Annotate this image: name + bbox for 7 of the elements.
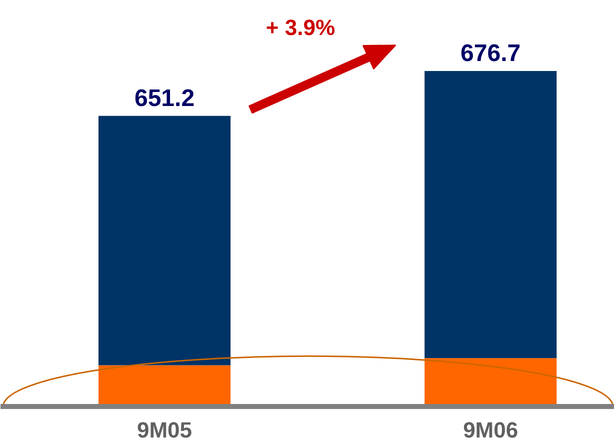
x-tick-label: 9M06 [463, 418, 518, 442]
bar [424, 70, 557, 358]
annotation: 651.2 [134, 84, 195, 112]
annotation: 676.7 [460, 40, 521, 67]
text: + 3.9% [266, 14, 336, 40]
x-tick-label: 9M05 [137, 418, 192, 442]
bar [98, 116, 231, 366]
